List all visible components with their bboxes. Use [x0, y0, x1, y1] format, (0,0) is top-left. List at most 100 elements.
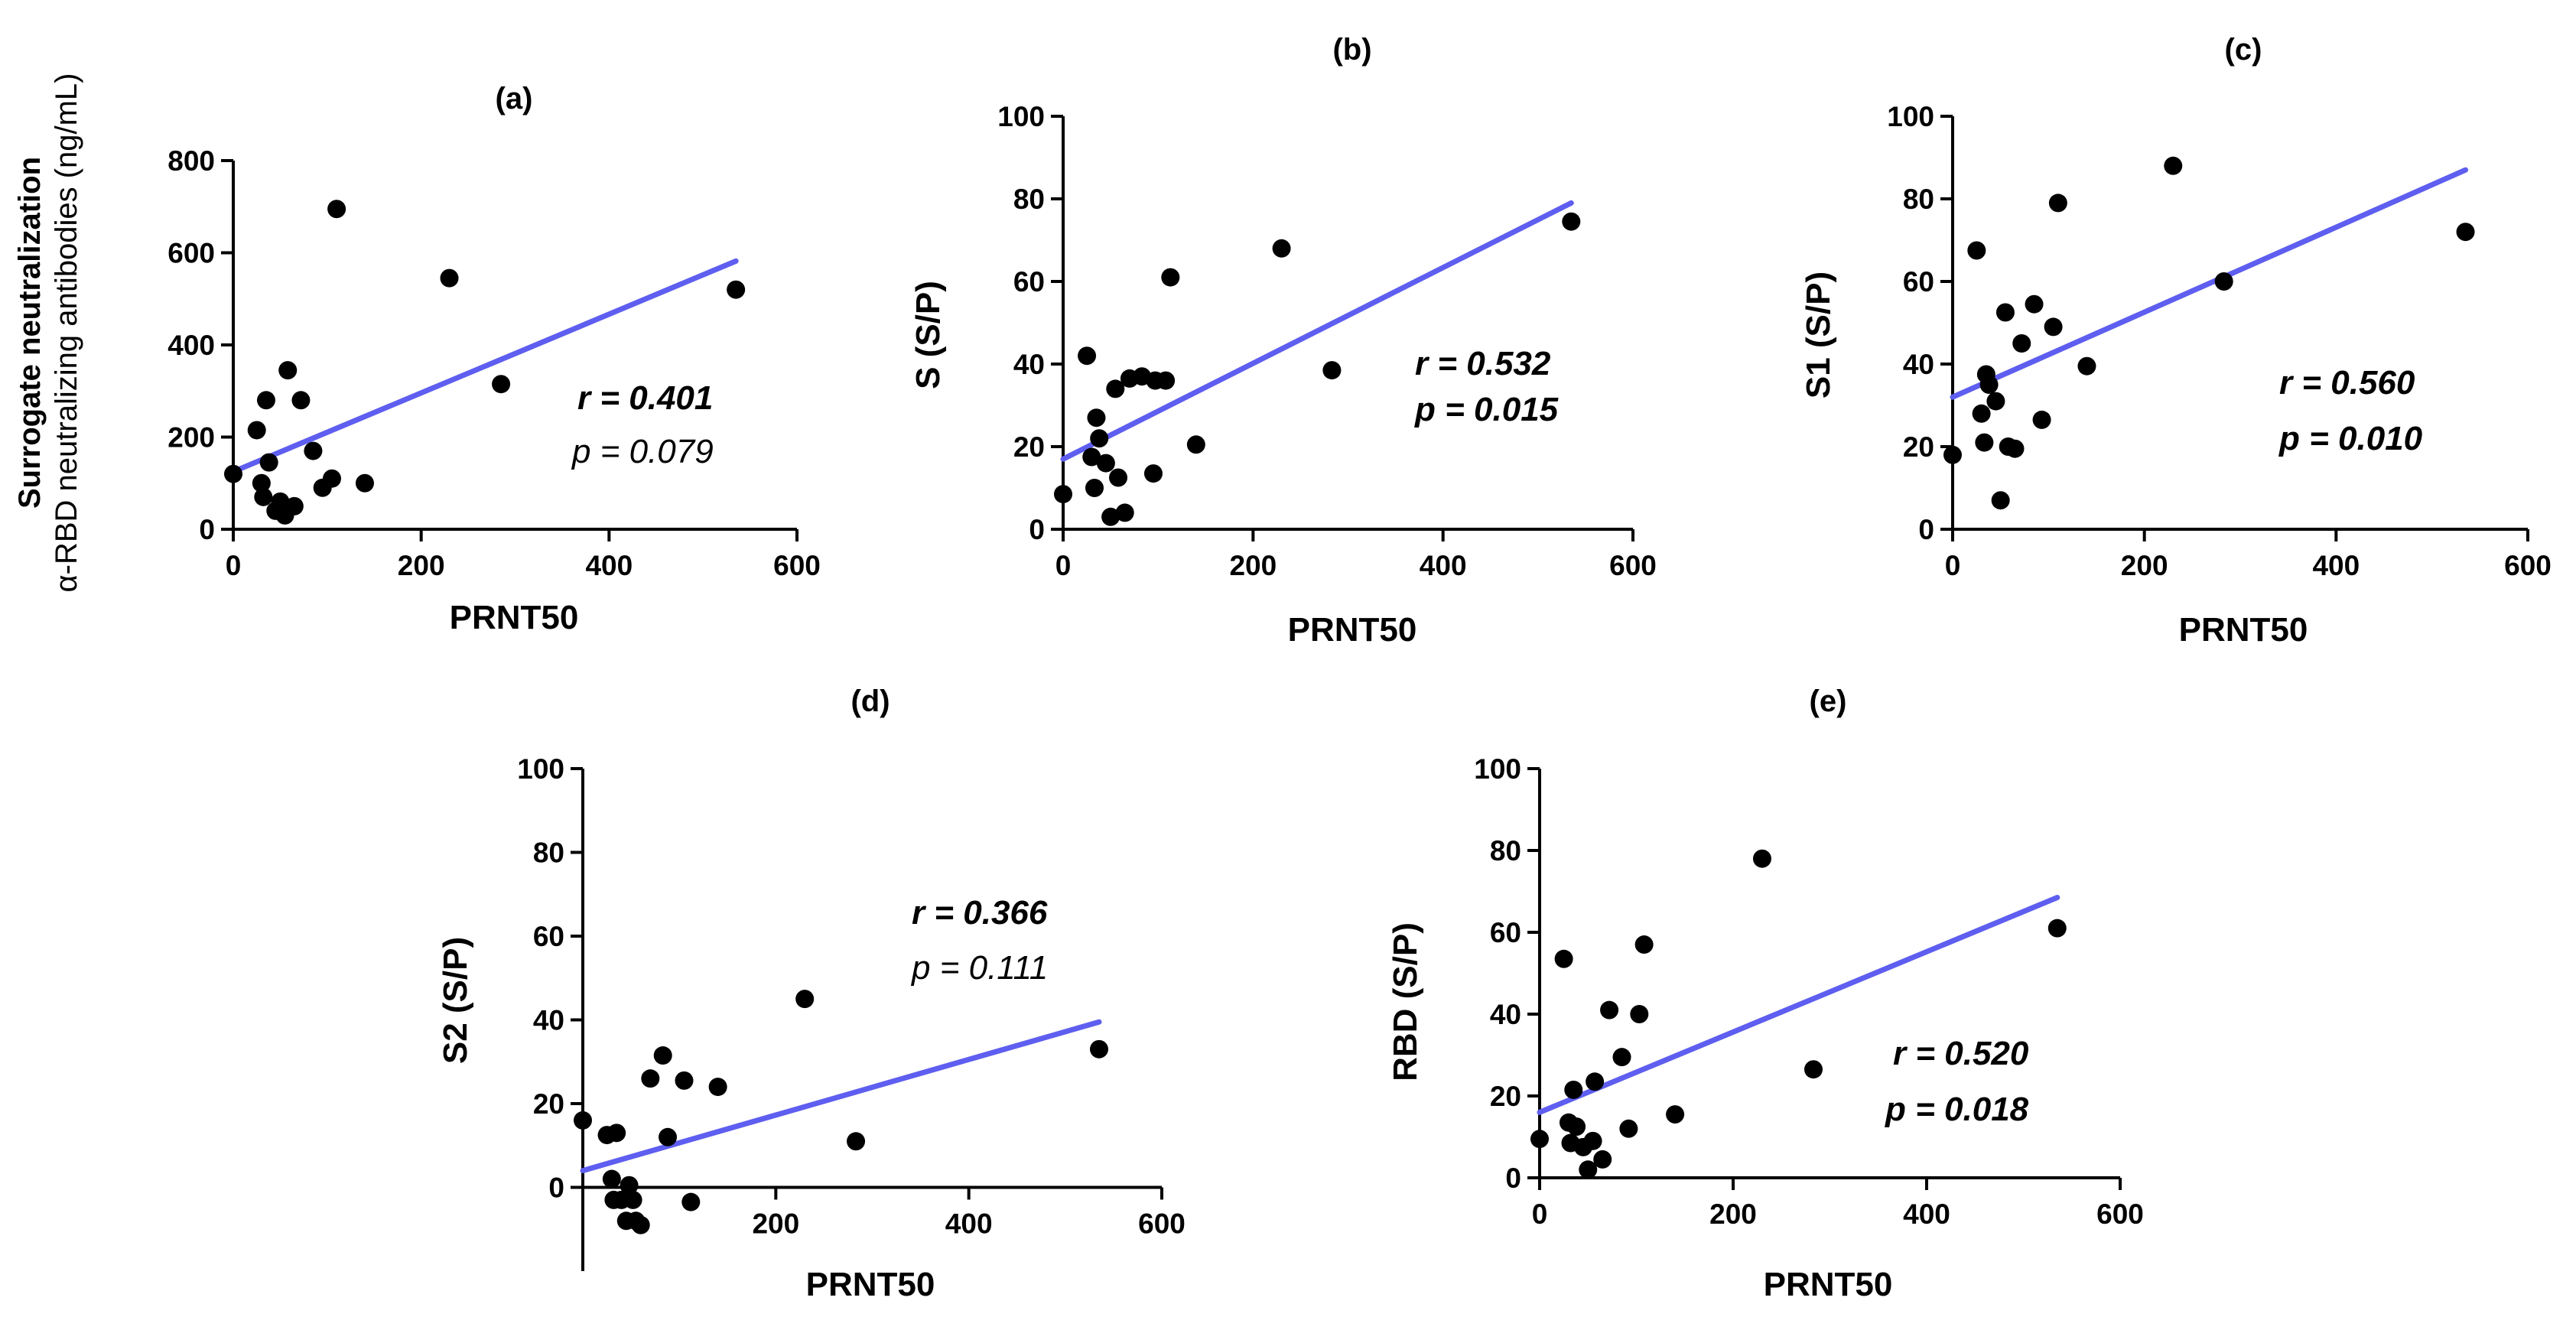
panel-label: (c) [2225, 33, 2262, 67]
y-tick-label: 800 [168, 145, 215, 177]
data-point [1975, 433, 1994, 452]
panel-label: (d) [851, 685, 890, 718]
data-point [623, 1190, 642, 1209]
data-point [278, 361, 298, 380]
data-point [259, 453, 278, 472]
y-tick-label: 20 [1013, 431, 1045, 463]
x-tick-label: 200 [1709, 1198, 1757, 1230]
y-tick-label: 60 [1490, 917, 1521, 948]
r-value: r = 0.560 [2279, 364, 2415, 402]
data-point [440, 268, 459, 288]
data-point [1089, 1039, 1108, 1058]
data-point [1272, 239, 1291, 258]
y-axis-title: S1 (S/P) [1800, 272, 1837, 398]
x-axis-title: PRNT50 [2179, 611, 2308, 649]
data-point [2005, 439, 2025, 458]
y-tick-label: 80 [1903, 184, 1934, 215]
x-tick-label: 0 [226, 550, 242, 581]
panel-b: (b) PRNT50 S (S/P) r = 0.532 p = 0.015 0… [909, 33, 1657, 649]
y-axis-title: α-RBD neutralizing antibodies (ng/mL) [50, 73, 83, 593]
data-point [2456, 223, 2475, 242]
y-tick-label: 100 [517, 753, 564, 785]
p-value: p = 0.079 [571, 433, 714, 470]
data-point [285, 496, 304, 515]
p-value: p = 0.018 [1885, 1091, 2029, 1128]
panel-a: (a) PRNT50 Surrogate neutralization α-RB… [13, 73, 821, 636]
data-point [1161, 268, 1180, 287]
data-point [1986, 392, 2005, 411]
x-axis-title: PRNT50 [450, 599, 579, 636]
y-tick-label: 100 [1474, 753, 1521, 785]
regression-line [580, 1019, 1102, 1174]
y-tick-label: 100 [997, 101, 1045, 132]
data-point [2012, 334, 2031, 353]
x-tick-label: 600 [1138, 1208, 1186, 1240]
data-point [727, 280, 746, 299]
r-value: r = 0.366 [912, 894, 1048, 932]
y-tick-label: 0 [1918, 514, 1934, 545]
data-point [1804, 1060, 1823, 1079]
y-tick-label: 40 [1013, 349, 1045, 380]
panel-label: (a) [496, 82, 533, 115]
data-point [1530, 1130, 1549, 1149]
data-point [795, 990, 815, 1009]
p-value: p = 0.111 [910, 949, 1048, 987]
y-tick-label: 40 [1903, 349, 1934, 380]
data-point [602, 1169, 621, 1189]
x-tick-label: 600 [2504, 550, 2552, 581]
data-point [304, 441, 323, 460]
y-tick-label: 0 [1029, 514, 1045, 545]
data-point [1619, 1119, 1638, 1138]
regression-line [230, 258, 739, 475]
data-point [1943, 445, 1962, 464]
data-point [1564, 1080, 1583, 1099]
data-point [224, 464, 242, 483]
data-point [355, 473, 374, 493]
y-axis-title: RBD (S/P) [1387, 922, 1424, 1081]
data-point [1995, 303, 2015, 322]
data-point [2214, 272, 2233, 291]
y-tick-label: 60 [1013, 266, 1045, 298]
data-point [2048, 193, 2067, 213]
panel-label: (e) [1810, 685, 1847, 718]
y-axis-title-bold: Surrogate neutralization [13, 157, 47, 509]
y-tick-label: 0 [199, 514, 215, 545]
y-axis-title: S (S/P) [909, 281, 947, 389]
y-tick-label: 80 [533, 837, 564, 869]
data-point [254, 487, 273, 506]
y-tick-label: 200 [168, 422, 215, 454]
p-value: p = 0.015 [1414, 391, 1559, 428]
y-tick-label: 20 [533, 1088, 564, 1120]
y-tick-label: 60 [533, 921, 564, 952]
x-tick-label: 600 [2096, 1198, 2144, 1230]
data-point [653, 1046, 672, 1065]
data-point [2077, 356, 2096, 376]
data-point [1752, 849, 1771, 868]
data-point [1586, 1072, 1605, 1091]
regression-line [1537, 895, 2060, 1115]
data-point [1082, 447, 1101, 467]
data-point [1554, 949, 1573, 968]
r-value: r = 0.401 [577, 379, 713, 417]
y-tick-label: 60 [1903, 266, 1934, 298]
y-tick-label: 0 [548, 1172, 564, 1204]
y-axis-title: S2 (S/P) [437, 937, 474, 1064]
y-tick-label: 80 [1490, 835, 1521, 867]
p-value: p = 0.010 [2278, 420, 2423, 457]
x-tick-label: 600 [773, 550, 821, 581]
panel-d: (d) PRNT50 S2 (S/P) r = 0.366 p = 0.111 … [437, 685, 1186, 1303]
y-tick-label: 40 [533, 1005, 564, 1036]
data-point [322, 469, 341, 488]
data-point [252, 473, 271, 493]
x-tick-label: 0 [1055, 550, 1072, 581]
x-tick-label: 200 [752, 1208, 799, 1240]
data-point [2032, 410, 2051, 429]
x-tick-label: 400 [1420, 550, 1467, 581]
y-tick-label: 40 [1490, 999, 1521, 1030]
data-point [1583, 1131, 1602, 1150]
x-tick-label: 200 [1229, 550, 1277, 581]
data-point [1967, 241, 1986, 260]
regression-line [1950, 167, 2469, 400]
x-tick-label: 400 [945, 1208, 993, 1240]
